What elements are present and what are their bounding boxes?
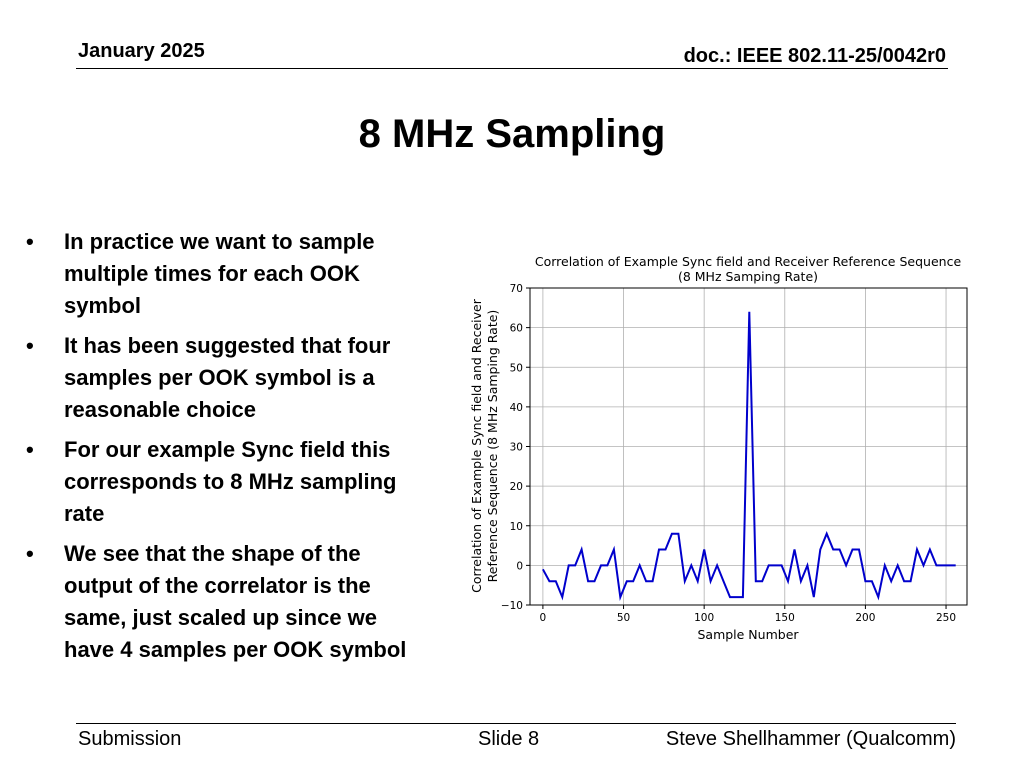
correlation-series-line [542, 311, 956, 601]
footer-divider [76, 723, 956, 724]
y-axis-ticks: −10 0 10 20 30 40 50 60 70 [501, 283, 530, 612]
y-tick-label: 70 [510, 283, 523, 295]
y-tick-label: 0 [516, 560, 523, 572]
header-divider [76, 68, 948, 69]
bullet-dot: • [26, 229, 34, 254]
y-tick-label: 20 [510, 481, 523, 493]
x-tick-label: 200 [855, 612, 875, 624]
chart-title-line1: Correlation of Example Sync field and Re… [535, 254, 962, 269]
bullet-text: It has been suggested that four samples … [64, 333, 391, 422]
x-axis-ticks: 0 50 100 150 200 250 [540, 605, 956, 624]
chart-title-line2: (8 MHz Samping Rate) [678, 269, 818, 284]
bullet-item: • It has been suggested that four samples… [22, 330, 432, 426]
y-axis-label-line2: Reference Sequence (8 MHz Samping Rate) [485, 310, 500, 583]
footer-author: Steve Shellhammer (Qualcomm) [665, 728, 956, 750]
bullet-text: We see that the shape of the output of t… [64, 541, 407, 662]
bullet-dot: • [26, 437, 34, 462]
slide-title: 8 MHz Sampling [358, 112, 666, 156]
y-tick-label: −10 [501, 600, 523, 612]
header-doc-id: doc.: IEEE 802.11-25/0042r0 [683, 45, 946, 67]
x-tick-label: 150 [775, 612, 795, 624]
bullet-item: • For our example Sync field this corresp… [22, 434, 432, 530]
bullet-text: In practice we want to sample multiple t… [64, 229, 375, 318]
x-tick-label: 250 [936, 612, 956, 624]
x-axis-label: Sample Number [697, 627, 799, 642]
bullet-dot: • [26, 541, 34, 566]
y-tick-label: 60 [510, 323, 523, 335]
correlation-chart: Correlation of Example Sync field and Re… [469, 254, 968, 642]
footer-slide-number: Slide 8 [478, 728, 540, 750]
bullet-item: • In practice we want to sample multiple … [22, 226, 432, 322]
y-tick-label: 30 [510, 442, 523, 454]
x-tick-label: 0 [540, 612, 547, 624]
x-tick-label: 50 [617, 612, 630, 624]
header-date: January 2025 [78, 40, 205, 62]
bullet-text: For our example Sync field this correspo… [64, 437, 397, 526]
chart-grid [530, 287, 967, 606]
y-axis-label-line1: Correlation of Example Sync field and Re… [469, 298, 484, 593]
bullet-list: • In practice we want to sample multiple … [22, 226, 432, 674]
y-tick-label: 40 [510, 402, 523, 414]
bullet-item: • We see that the shape of the output of … [22, 538, 432, 666]
x-tick-label: 100 [694, 612, 714, 624]
y-tick-label: 50 [510, 362, 523, 374]
plot-frame [529, 287, 968, 606]
footer-submission: Submission [78, 728, 182, 750]
y-tick-label: 10 [510, 521, 523, 533]
bullet-dot: • [26, 333, 34, 358]
